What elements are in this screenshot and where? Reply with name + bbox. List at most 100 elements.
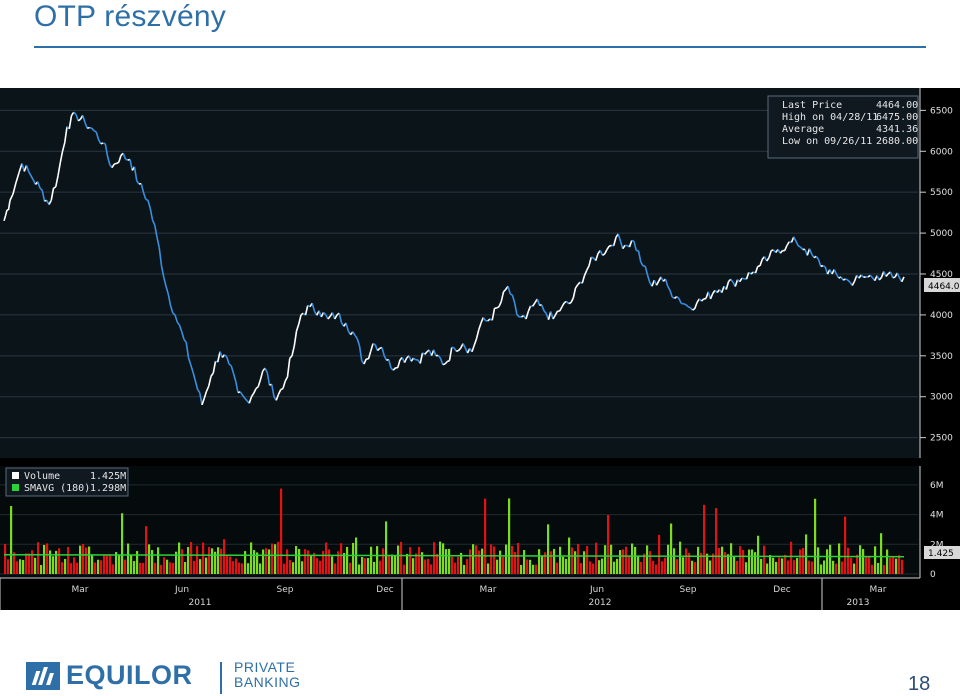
volume-bar [634,546,637,574]
price-segment [745,272,750,280]
price-segment [239,391,244,396]
volume-bar [778,557,781,574]
volume-bar [247,563,250,574]
price-segment [390,367,394,371]
volume-bar [787,560,790,574]
price-segment [203,391,208,399]
price-segment [338,312,343,323]
price-segment [176,321,181,326]
volume-bar [226,554,229,574]
price-segment [734,279,739,287]
volume-bar [58,548,61,574]
volume-bar [880,533,883,574]
price-segment [244,397,248,402]
volume-bar [139,562,142,574]
volume-bar [730,543,733,574]
price-segment [543,310,547,315]
volume-bar [454,562,457,574]
price-segment [122,152,127,160]
price-segment [457,347,462,352]
price-segment [669,290,674,298]
volume-bar [559,546,562,574]
volume-bar [715,508,718,574]
price-segment [151,219,156,226]
volume-bar [703,504,706,574]
price-segment [41,190,46,202]
price-segment [455,349,459,353]
price-segment [57,162,62,176]
volume-bar [61,562,64,574]
volume-bar [46,543,49,574]
price-segment [586,265,590,271]
price-segment [725,281,730,290]
volume-bar [781,558,784,574]
legend-label-high: High on 04/28/11 [782,112,878,123]
volume-bar [262,549,265,574]
price-segment [363,358,367,365]
price-segment [129,159,134,171]
price-segment [594,253,599,261]
price-segment [885,273,889,277]
volume-bar [175,551,178,574]
volume-bar [469,549,472,574]
volume-bar [700,552,703,574]
price-segment [687,305,691,309]
price-tick-label: 2500 [930,434,953,444]
price-segment [53,186,57,189]
volume-bar [691,560,694,574]
volume-bar [295,546,298,574]
price-segment [678,298,682,304]
volume-bar [793,560,796,574]
volume-bar [415,553,418,574]
x-month-label: Sep [277,585,294,595]
volume-bar [706,553,709,574]
price-segment [896,272,901,279]
volume-bar [829,544,832,574]
price-segment [563,300,567,304]
volume-bar [514,552,517,574]
volume-bar [133,561,136,574]
volume-bar [10,506,13,574]
price-segment [75,114,80,122]
volume-bar [487,563,490,574]
price-segment [284,376,289,382]
volume-bar [142,562,145,574]
volume-bar [826,549,829,574]
price-segment [549,311,554,320]
legend-label-average: Average [782,124,824,135]
volume-bar [739,546,742,574]
volume-bar [223,539,226,574]
price-segment [565,300,570,305]
price-segment [667,285,671,291]
price-segment [180,331,185,340]
volume-bar [688,552,691,574]
volume-bar [466,559,469,574]
volume-bar [151,550,154,574]
volume-bar [799,549,802,574]
price-segment [12,182,17,195]
price-segment [602,253,606,256]
price-legend: Last Price 4464.00 High on 04/28/11 6475… [767,95,919,159]
volume-bar [28,553,31,574]
volume-bar [673,548,676,574]
price-segment [644,266,649,276]
x-month-label: Jun [589,585,604,595]
price-segment [189,364,194,373]
volume-bar [763,545,766,574]
volume-bar [760,558,763,574]
price-segment [275,393,280,401]
volume-bar [478,550,481,574]
price-segment [507,286,512,295]
volume-bar [757,535,760,574]
price-segment [612,236,617,246]
price-segment [845,278,849,281]
volume-bar [850,557,853,574]
volume-bar [532,564,535,574]
volume-bar [187,547,190,574]
price-segment [820,265,824,268]
volume-bar [616,558,619,574]
price-segment [619,240,624,249]
last-price-tag: 4464.0 [924,278,960,292]
volume-bar [712,553,715,574]
volume-bar [286,549,289,574]
